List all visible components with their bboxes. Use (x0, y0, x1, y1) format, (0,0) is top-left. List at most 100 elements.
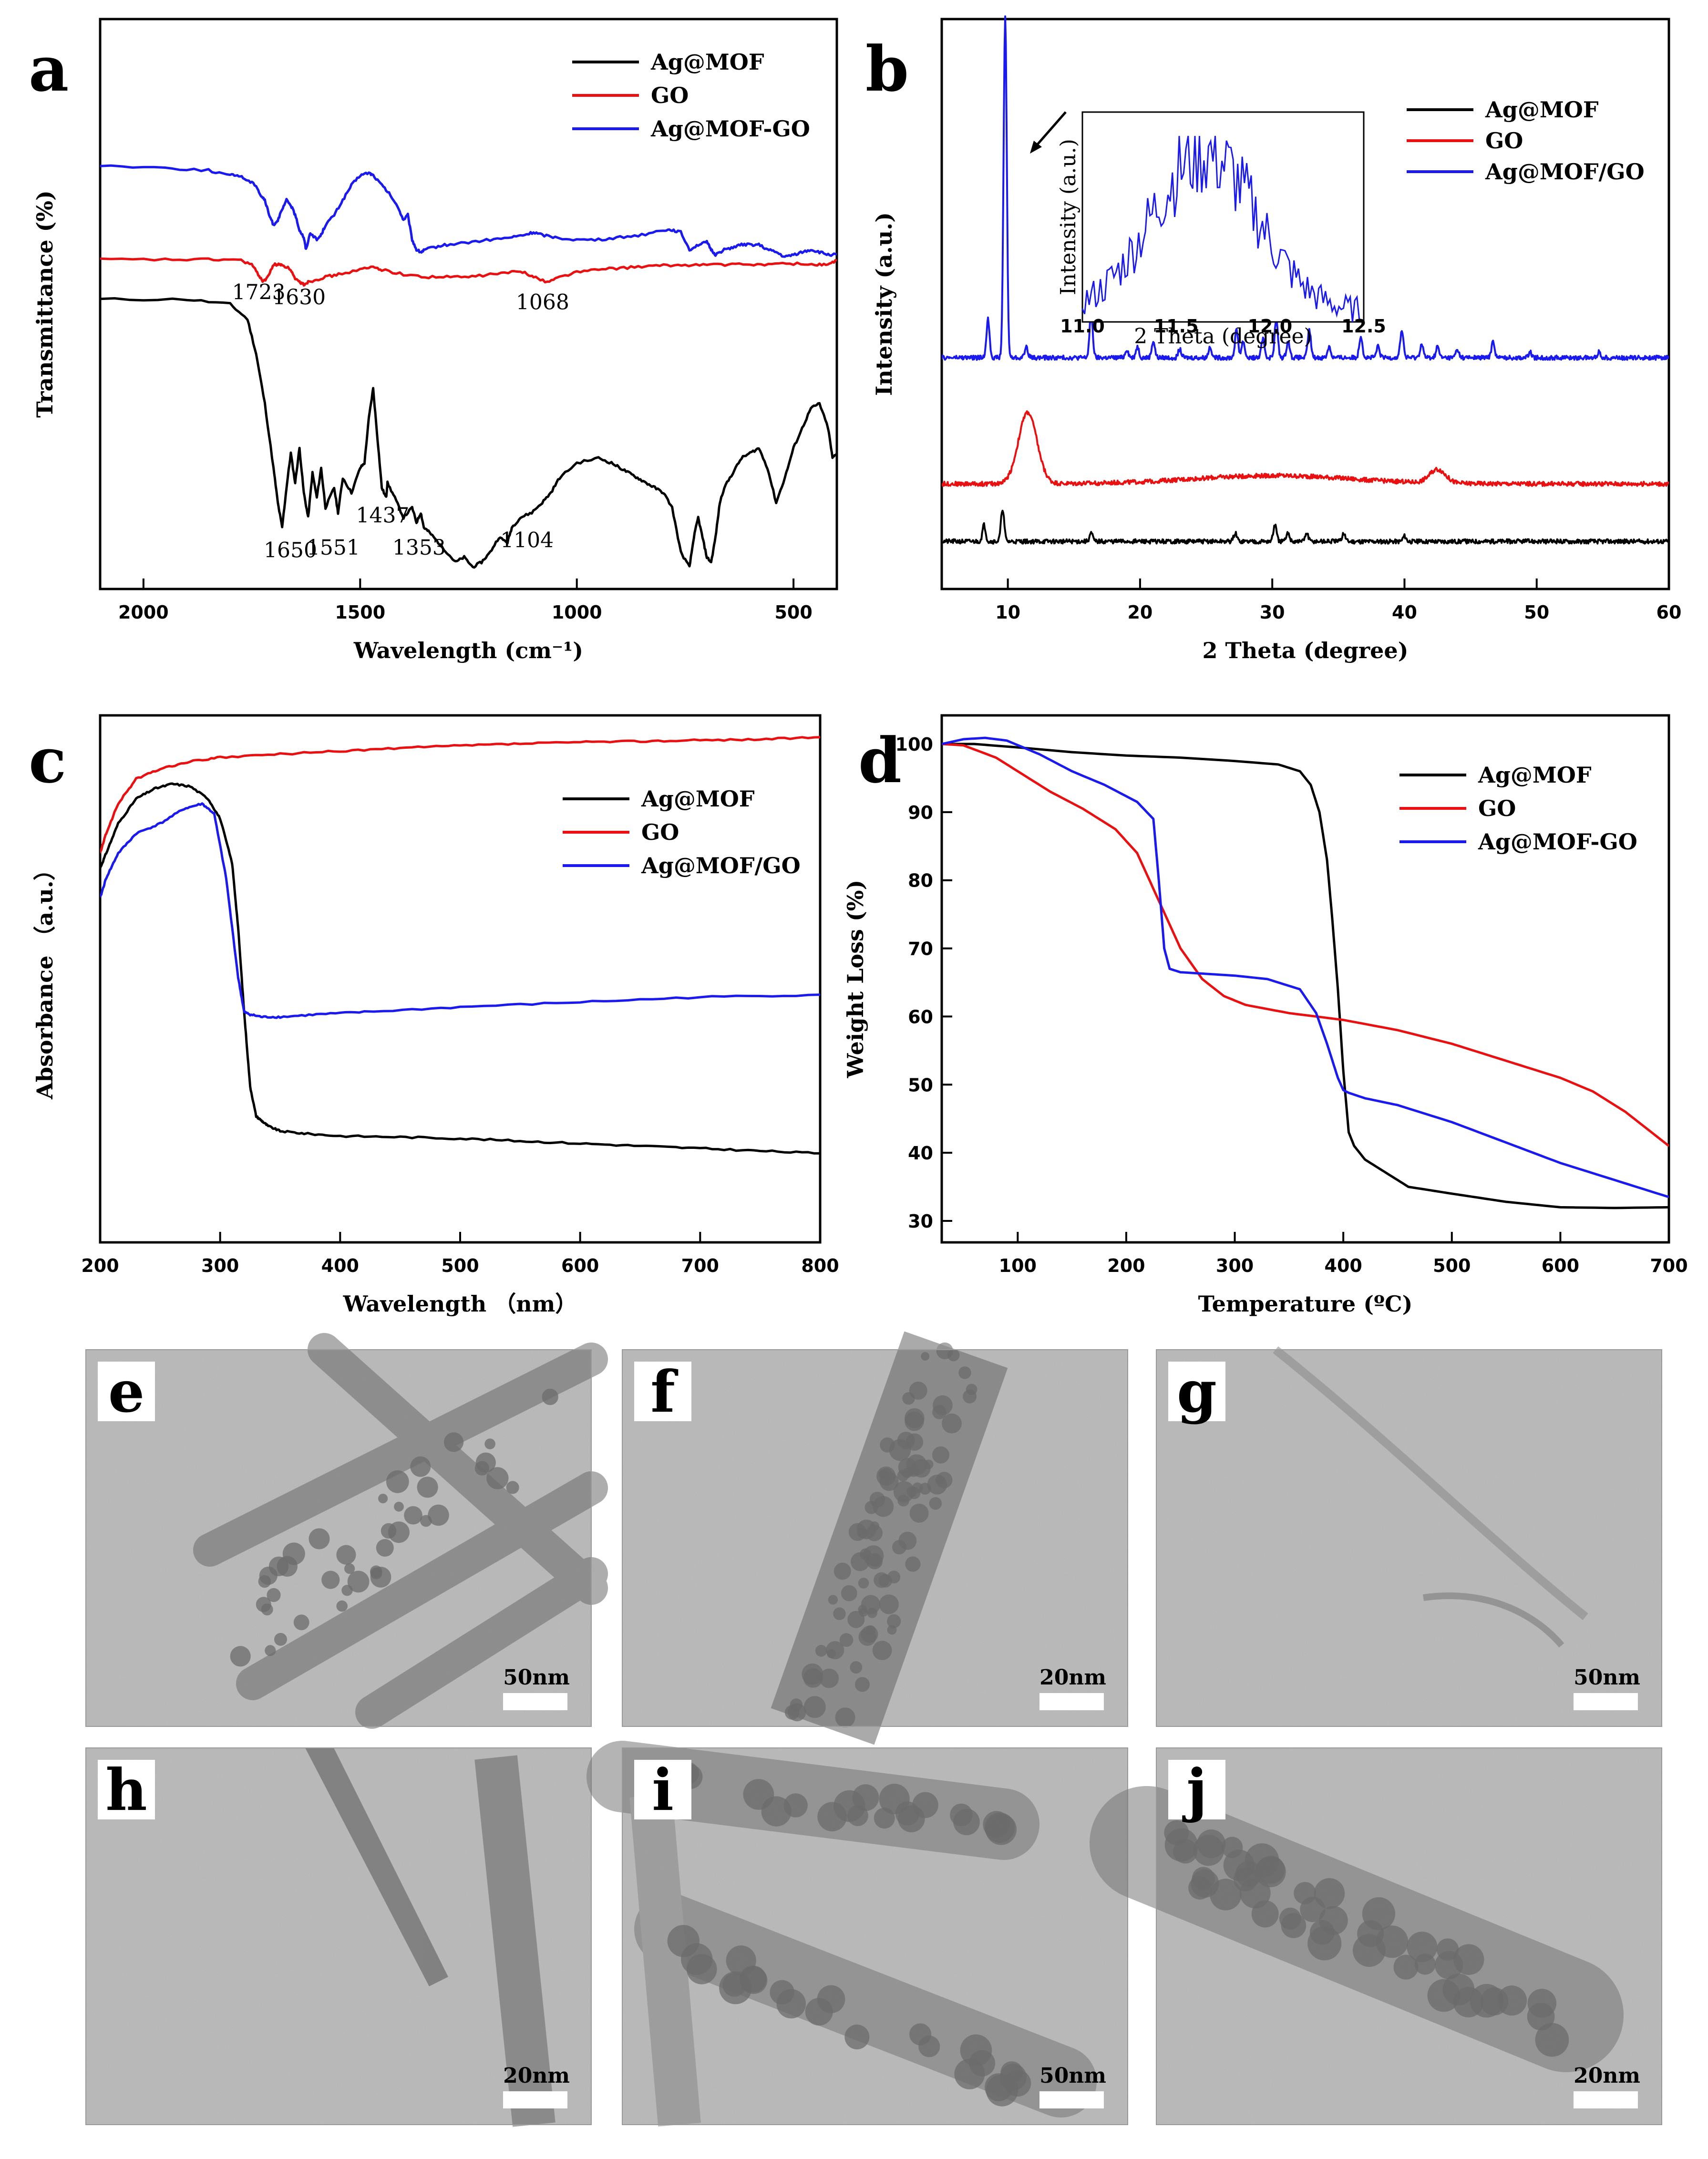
nanoparticle (784, 1705, 800, 1720)
panel-label: a (29, 32, 69, 105)
nanoparticle (860, 1548, 872, 1560)
xtick-label: 300 (1216, 1255, 1254, 1276)
nanoparticle (999, 2064, 1027, 2091)
nanoparticle (783, 1793, 808, 1818)
nanoparticle (909, 1381, 927, 1400)
ytick-label: 70 (908, 939, 933, 960)
nanoparticle (817, 1985, 845, 2014)
xtick-label: 700 (681, 1255, 719, 1276)
scale-bar-label: 50nm (1039, 2064, 1106, 2088)
nanoparticle (336, 1600, 348, 1612)
nanoparticle (274, 1632, 287, 1646)
nanoparticle (969, 2050, 996, 2076)
y-axis-label: Intensity (a.u.) (871, 212, 897, 396)
nanoparticle (1239, 1877, 1271, 1909)
xtick-label: 700 (1650, 1255, 1687, 1276)
nanoparticle (921, 1352, 930, 1361)
legend-entry: GO (1485, 128, 1523, 154)
nanoparticle (1376, 1925, 1409, 1958)
nanoparticle (258, 1575, 271, 1588)
graphene-wrinkle (1423, 1592, 1564, 1648)
panel-label-box (634, 1760, 691, 1819)
nanoparticle (1319, 1906, 1348, 1935)
nanoparticle (1436, 1938, 1459, 1961)
xtick-label: 100 (999, 1255, 1037, 1276)
nanoparticle (381, 1523, 397, 1539)
nanoparticle (370, 1567, 382, 1580)
peak-annotation: 1104 (500, 528, 554, 553)
nanoparticle (722, 1973, 747, 1997)
nanoparticle (878, 1469, 889, 1479)
nanoparticle (761, 1796, 792, 1827)
nanoparticle (1357, 1920, 1384, 1947)
nanoparticle (1535, 2023, 1569, 2057)
nanoparticle (259, 1566, 278, 1585)
nanoparticle (887, 1625, 897, 1635)
nanoparticle (815, 1644, 827, 1657)
nanoparticle (864, 1500, 878, 1514)
tem-image-border (622, 1349, 1128, 1727)
xtick-label: 200 (81, 1255, 119, 1276)
tem-structures (586, 1741, 1097, 2127)
nanoparticle (1221, 1837, 1243, 1858)
nanoparticle (1000, 2061, 1023, 2084)
nanoparticle (1251, 1900, 1279, 1928)
nanofiber (1090, 1786, 1624, 2072)
panel-label-box (634, 1362, 691, 1421)
nanoparticle (879, 1594, 899, 1614)
xtick-label: 500 (441, 1255, 479, 1276)
scale-bar-label: 50nm (1574, 1665, 1640, 1690)
nanoparticle (833, 1790, 865, 1822)
nanoparticle (953, 1808, 980, 1836)
nanoparticle (293, 1614, 309, 1631)
xtick-label: 1500 (335, 602, 385, 623)
nanoparticle (1407, 1932, 1438, 1963)
scale-bar (1574, 1693, 1638, 1710)
tem-image-border (1156, 1747, 1662, 2125)
nanoparticle (835, 1707, 855, 1728)
inset-x-label: 2 Theta (degree) (1134, 324, 1312, 349)
panel-label-box (1168, 1362, 1225, 1421)
nanoparticle (887, 1570, 901, 1584)
nanoparticle (347, 1570, 370, 1593)
xtick-label: 400 (321, 1255, 359, 1276)
nanoparticle (1173, 1839, 1198, 1864)
nanoparticle (942, 1413, 962, 1434)
nanoparticle (444, 1432, 464, 1452)
nanoparticle (1235, 1861, 1262, 1887)
nanoparticle (852, 1784, 879, 1811)
ytick-label: 30 (908, 1211, 933, 1232)
nanoparticle (880, 1437, 895, 1453)
nanoparticle (874, 1808, 895, 1829)
nanoparticle (386, 1470, 409, 1493)
inset-xtick-label: 12.0 (1247, 316, 1292, 337)
nanoparticle (1527, 2003, 1555, 2031)
inset-xtick-label: 11.0 (1060, 316, 1105, 337)
nanoparticle (859, 1608, 868, 1617)
tem-panel-h: h 20nm (85, 1747, 592, 2127)
nanoparticle (889, 1439, 911, 1461)
legend-entry: GO (641, 819, 679, 845)
nanoparticle (1164, 1820, 1189, 1845)
tem-panel-j: j 20nm (1090, 1747, 1662, 2125)
nanoparticle (963, 1389, 977, 1404)
tem-structures (193, 1333, 608, 1729)
nanoparticle (908, 1465, 920, 1477)
xtick-label: 20 (1127, 602, 1152, 623)
panel-label: j (1182, 1756, 1207, 1824)
nanoparticle (897, 1469, 909, 1482)
nanoparticle (876, 1466, 896, 1486)
nanoparticle (803, 1668, 823, 1688)
nanoparticle (897, 1432, 915, 1449)
nanoparticle (805, 1998, 833, 2026)
xtick-label: 1000 (552, 602, 602, 623)
nanoparticle (1314, 1878, 1345, 1909)
nanoparticle (1414, 1953, 1436, 1975)
legend-entry: Ag@MOF/GO (1485, 159, 1645, 185)
xtick-label: 40 (1392, 602, 1417, 623)
nanoparticle (506, 1481, 519, 1494)
panel-label: c (29, 724, 66, 797)
nanoparticle (776, 1989, 806, 2019)
nanoparticle (861, 1625, 878, 1643)
nanoparticle (404, 1506, 422, 1525)
